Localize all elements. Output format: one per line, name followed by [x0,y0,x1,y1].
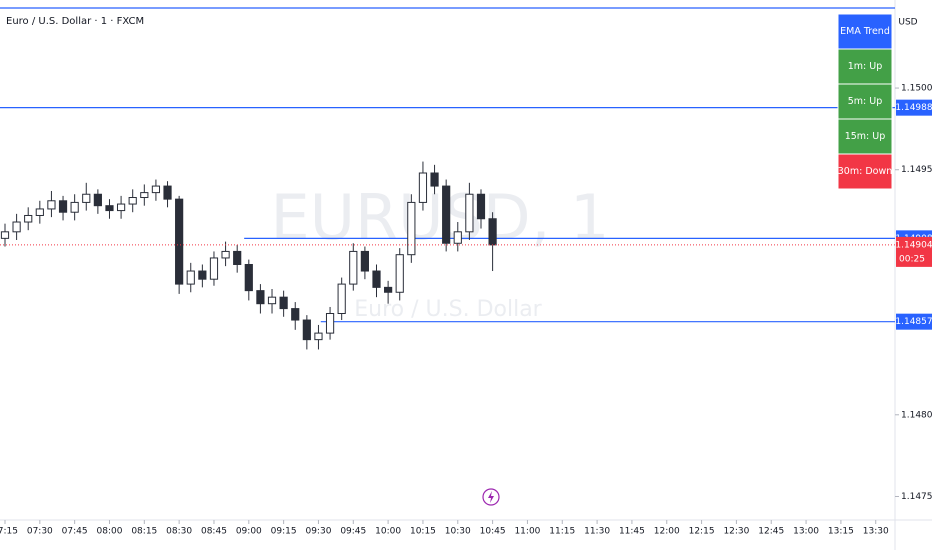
candle-body [407,201,416,256]
x-tick-label: 12:30 [723,527,749,537]
candle-body [186,270,195,285]
x-tick-label: 11:15 [549,527,575,537]
x-tick-label: 08:30 [166,527,192,537]
x-tick-label: 08:00 [97,527,123,537]
candle-body [209,257,219,280]
table-cell-text: 15m: Up [845,131,886,142]
candle-body [70,201,79,213]
x-tick-label: 11:00 [514,527,540,537]
event-bolt [488,491,494,503]
x-tick-label: 09:30 [305,527,331,537]
watermark-subtitle: Euro / U.S. Dollar [354,297,542,322]
symbol-title: Euro / U.S. Dollar · 1 · FXCM [6,16,144,27]
x-tick-label: 12:15 [689,527,715,537]
table-cell [837,48,893,85]
table-cell [837,153,893,190]
candle-body [418,172,428,203]
candle-body [93,193,102,207]
x-tick-label: 08:45 [201,527,227,537]
candle-body [453,231,462,244]
x-tick-label: 12:45 [758,527,784,537]
candle-body [0,231,10,239]
x-tick-label: 07:15 [0,527,18,537]
plot [0,7,895,350]
x-tick-label: 07:45 [62,527,88,537]
candle-body [198,270,207,280]
x-tick-label: 09:45 [340,527,366,537]
candle-body [465,193,474,233]
candle-body [151,185,161,194]
candle-body [12,221,21,233]
candle-body [47,200,56,210]
candle-body [35,208,44,216]
candle-body [175,198,184,285]
candle-body [442,185,451,244]
countdown-label: 00:25 [899,254,925,264]
candle-body [116,203,126,212]
x-tick-label: 13:15 [828,527,854,537]
candle-body [256,290,265,305]
watermark: EURUSD, 1 [271,181,610,254]
y-tick-label: 1.15000 [901,84,932,94]
table-cell [837,118,893,155]
x-tick-label: 07:30 [27,527,53,537]
level-label: 1.14988 [895,103,932,113]
event-icon[interactable] [482,488,500,506]
x-tick-label: 10:00 [375,527,401,537]
table-cell-text: 1m: Up [848,61,883,72]
x-tick-label: 12:00 [654,527,680,537]
candle-body [128,197,137,205]
level-label: 1.14857 [895,317,932,327]
candle-body [58,200,68,213]
candle-body [488,218,497,246]
candle-body [314,332,323,341]
candle-body [337,283,346,315]
x-tick-label: 10:15 [410,527,436,537]
candle-body [105,205,114,212]
currency: USD [898,18,917,28]
table-cell [837,83,893,120]
candle-body [476,193,486,220]
x-tick-label: 11:30 [584,527,610,537]
x-tick-label: 13:30 [863,527,889,537]
y-tick-label: 1.14750 [901,492,932,502]
candle-body [24,214,33,223]
candle-body [221,250,230,259]
y-tick-label: 1.14950 [901,165,932,175]
x-tick-label: 13:00 [793,527,819,537]
last-price-label: 1.14904 [895,240,932,250]
x-tick-label: 11:45 [619,527,645,537]
x-tick-label: 09:00 [236,527,262,537]
candle-body [372,270,381,288]
x-tick-label: 10:45 [480,527,506,537]
candle-body [233,250,242,265]
candle-body [395,254,404,293]
x-tick-label: 10:30 [445,527,471,537]
candle-body [163,185,172,200]
x-tick-label: 08:15 [131,527,157,537]
candle-body [279,296,288,310]
table-header: EMA Trend [840,26,890,37]
table-cell-text: 5m: Up [848,96,883,107]
level-label-box [896,99,932,116]
candle-body [244,263,253,292]
candle-body [302,319,311,341]
last-price-box [896,236,932,267]
y-tick-label: 1.14800 [901,410,932,420]
level-label-box [896,313,932,330]
x-tick-label: 09:15 [271,527,297,537]
candle-body [349,250,358,285]
candle-body [384,286,393,293]
table-cell-text: 30m: Down [838,166,892,177]
candle-body [267,296,277,305]
candle-body [82,193,91,203]
candle-body [325,313,335,334]
candle-body [291,308,300,321]
candle-body [140,192,149,199]
candle-body [430,172,439,187]
candle-body [360,250,369,272]
